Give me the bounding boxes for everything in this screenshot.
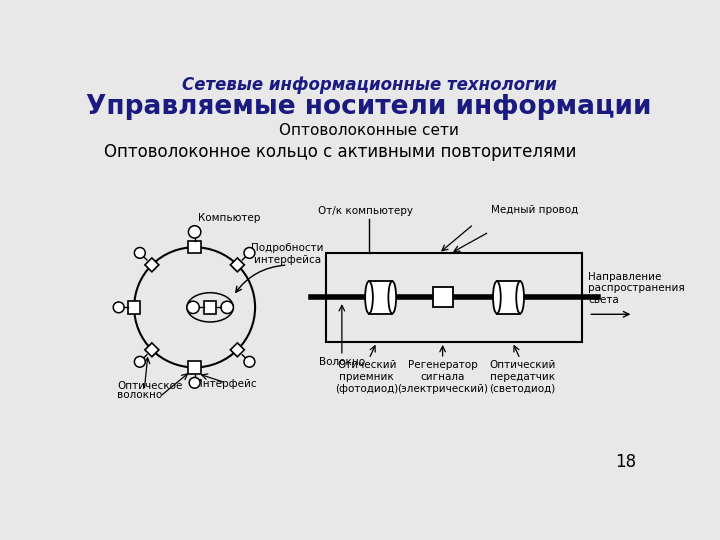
Text: Подробности
интерфейса: Подробности интерфейса: [251, 244, 324, 265]
Circle shape: [135, 356, 145, 367]
Ellipse shape: [365, 281, 373, 314]
Circle shape: [189, 377, 200, 388]
Text: Отический
приемник
(фотодиод): Отический приемник (фотодиод): [335, 361, 398, 394]
Text: Интерфейс: Интерфейс: [195, 379, 256, 389]
Text: Оптоволоконные сети: Оптоволоконные сети: [279, 123, 459, 138]
Polygon shape: [230, 343, 244, 357]
Bar: [433, 287, 453, 307]
Text: Медный провод: Медный провод: [490, 205, 578, 215]
Text: Направление
распространения
света: Направление распространения света: [588, 272, 685, 305]
Text: Управляемые носители информации: Управляемые носители информации: [86, 94, 652, 120]
Bar: [189, 361, 201, 374]
Bar: [128, 301, 140, 314]
Ellipse shape: [493, 281, 500, 314]
Ellipse shape: [388, 281, 396, 314]
Bar: [497, 281, 520, 314]
Polygon shape: [145, 258, 159, 272]
Circle shape: [221, 301, 233, 314]
Text: Регенератор
сигнала
(электрический): Регенератор сигнала (электрический): [397, 361, 488, 394]
Circle shape: [113, 302, 124, 313]
Text: Сетевые информационные технологии: Сетевые информационные технологии: [181, 76, 557, 94]
Polygon shape: [145, 343, 159, 357]
Circle shape: [187, 301, 199, 314]
Bar: [369, 281, 392, 314]
Text: Оптический
передатчик
(светодиод): Оптический передатчик (светодиод): [490, 361, 556, 394]
Text: Волокно: Волокно: [319, 357, 365, 367]
Circle shape: [189, 226, 201, 238]
Text: 18: 18: [616, 454, 636, 471]
Text: Компьютер: Компьютер: [198, 213, 260, 224]
Circle shape: [244, 247, 255, 258]
Circle shape: [244, 356, 255, 367]
Text: волокно: волокно: [117, 390, 163, 400]
Circle shape: [135, 247, 145, 258]
Bar: [189, 241, 201, 253]
Polygon shape: [230, 258, 244, 272]
Text: Оптическое: Оптическое: [117, 381, 182, 391]
Bar: [204, 301, 216, 314]
Ellipse shape: [516, 281, 524, 314]
Text: От/к компьютеру: От/к компьютеру: [318, 206, 413, 217]
Bar: [326, 253, 582, 342]
Text: Оптоволоконное кольцо с активными повторителями: Оптоволоконное кольцо с активными повтор…: [104, 143, 576, 161]
